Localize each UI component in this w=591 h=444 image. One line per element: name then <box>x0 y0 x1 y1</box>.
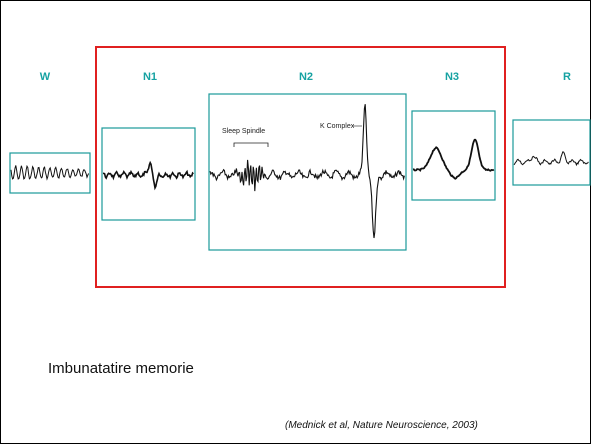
stage-label: N3 <box>445 71 459 83</box>
stage-label: N2 <box>299 71 313 83</box>
annotation: Sleep Spindle <box>222 128 265 135</box>
eeg-box <box>411 110 496 201</box>
stage-label: R <box>563 71 571 83</box>
eeg-wave <box>10 164 90 181</box>
stage-label: N1 <box>143 71 157 83</box>
eeg-wave <box>412 138 495 180</box>
annotation: K Complex <box>320 123 355 130</box>
eeg-box <box>101 127 196 221</box>
eeg-wave <box>513 151 589 167</box>
caption: Imbunatatire memorie <box>48 360 194 377</box>
eeg-traces <box>10 104 589 239</box>
eeg-box <box>208 93 407 251</box>
eeg-wave <box>102 160 194 191</box>
bracket <box>233 142 269 147</box>
eeg-box <box>9 152 91 194</box>
nrem-frame <box>95 46 506 288</box>
stage-label: W <box>40 71 51 83</box>
citation: (Mednick et al, Nature Neuroscience, 200… <box>285 420 478 431</box>
eeg-wave <box>209 104 405 239</box>
eeg-box <box>512 119 591 186</box>
